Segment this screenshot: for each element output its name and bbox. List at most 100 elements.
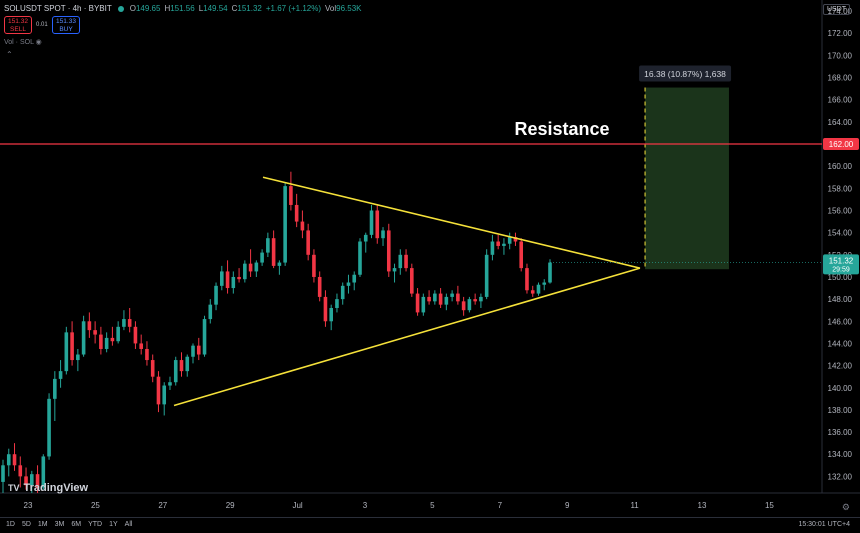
sell-price: 151.32 [8, 18, 28, 25]
candle [467, 299, 472, 311]
candle [237, 276, 241, 280]
candle [266, 238, 270, 253]
candle [358, 241, 362, 275]
candle [271, 238, 276, 266]
resistance-price-tag [823, 138, 859, 151]
candle [110, 337, 115, 342]
y-tick-label: 136.00 [828, 428, 853, 437]
candle [283, 186, 287, 263]
y-tick-label: 158.00 [828, 184, 853, 193]
y-tick-label: 134.00 [828, 450, 853, 459]
candle [525, 268, 529, 291]
y-tick-label: 168.00 [828, 74, 853, 83]
timeframe-3m[interactable]: 3M [54, 521, 65, 528]
candle [191, 345, 195, 357]
candle [243, 263, 247, 280]
candle [484, 254, 489, 297]
timeframe-buttons: 1D 5D 1M 3M 6M YTD 1Y All [6, 521, 132, 528]
ohlc-key: C [231, 4, 238, 13]
candle [162, 385, 167, 405]
candle [542, 282, 547, 285]
sell-button[interactable]: 151.32 SELL [4, 16, 32, 34]
eye-icon[interactable]: ◉ [35, 39, 42, 46]
symbol-title[interactable]: SOLUSDT SPOT · 4h · BYBIT [4, 4, 112, 13]
candle [185, 356, 190, 372]
resistance-price-label: 162.00 [829, 140, 854, 149]
timeframe-5d[interactable]: 5D [21, 521, 31, 528]
tradingview-logo-icon: TV [8, 483, 20, 493]
candle [456, 293, 460, 302]
candle [427, 296, 431, 302]
ohlc-key: L [198, 4, 204, 13]
candle [225, 271, 230, 289]
timeframe-all[interactable]: All [124, 521, 133, 528]
candle [196, 345, 201, 355]
candle [479, 296, 483, 302]
chart-header: SOLUSDT SPOT · 4h · BYBIT O149.65 H151.56… [4, 4, 366, 13]
candle [41, 456, 46, 488]
timeframe-6m[interactable]: 6M [71, 521, 82, 528]
candle [473, 299, 477, 302]
buy-price: 151.33 [56, 18, 76, 25]
candle [346, 282, 351, 286]
candle [214, 285, 218, 305]
volume-indicator-label[interactable]: Vol · SOL ◉ [4, 39, 42, 46]
candle [433, 293, 437, 302]
candle [294, 204, 299, 222]
candle [47, 398, 51, 457]
x-tick-label: 3 [363, 501, 368, 510]
candle [317, 276, 322, 297]
resistance-annotation: Resistance [514, 119, 609, 139]
collapse-chevron-icon[interactable]: ⌃ [6, 50, 13, 59]
y-tick-label: 154.00 [828, 229, 853, 238]
clock[interactable]: 15:30:01 UTC+4 [798, 521, 850, 528]
timeframe-ytd[interactable]: YTD [88, 521, 103, 528]
candle [150, 360, 155, 377]
ohlc-values: O149.65 H151.56 L149.54 C151.32 +1.67 (+1.12… [130, 4, 366, 13]
candle [76, 354, 80, 361]
x-tick-label: 5 [430, 501, 435, 510]
y-tick-label: 148.00 [828, 295, 853, 304]
target-projection-box [645, 87, 729, 270]
y-tick-label: 174.00 [828, 7, 853, 16]
candle [53, 378, 57, 399]
candle [513, 237, 518, 242]
ohlc-key: O [129, 4, 136, 13]
current-price-label: 151.32 [829, 256, 854, 265]
settings-icon[interactable]: ⚙ [841, 502, 850, 512]
candle [104, 337, 109, 349]
candle [248, 263, 253, 272]
triangle-lower-trendline [173, 267, 641, 407]
candle [24, 476, 28, 486]
candle [70, 332, 74, 361]
candle [323, 296, 328, 322]
candle [398, 254, 403, 269]
candle [145, 348, 149, 361]
candle [381, 230, 385, 239]
candle [35, 474, 40, 488]
x-tick-label: 9 [565, 501, 570, 510]
currency-selector[interactable]: USDT [822, 4, 850, 15]
ohlc-value: 151.32 [237, 4, 262, 13]
y-tick-label: 144.00 [828, 339, 853, 348]
candle [99, 334, 103, 349]
ohlc-item: O149.65 [130, 4, 161, 13]
ohlc-key: Vol [325, 4, 337, 13]
timeframe-1y[interactable]: 1Y [109, 521, 118, 528]
candle [536, 284, 541, 294]
candle [444, 296, 449, 305]
timeframe-1m[interactable]: 1M [37, 521, 48, 528]
candle [404, 254, 408, 269]
timeframe-1d[interactable]: 1D [6, 521, 15, 528]
candle [64, 332, 69, 372]
candle [156, 376, 161, 405]
tradingview-logo: TV TradingView [8, 482, 89, 494]
buy-button[interactable]: 151.33 BUY [52, 16, 80, 34]
candle [231, 276, 236, 289]
y-tick-label: 156.00 [828, 206, 853, 215]
candle [87, 321, 92, 331]
x-tick-label: 7 [498, 501, 503, 510]
candle [386, 230, 391, 272]
candle [260, 252, 264, 263]
